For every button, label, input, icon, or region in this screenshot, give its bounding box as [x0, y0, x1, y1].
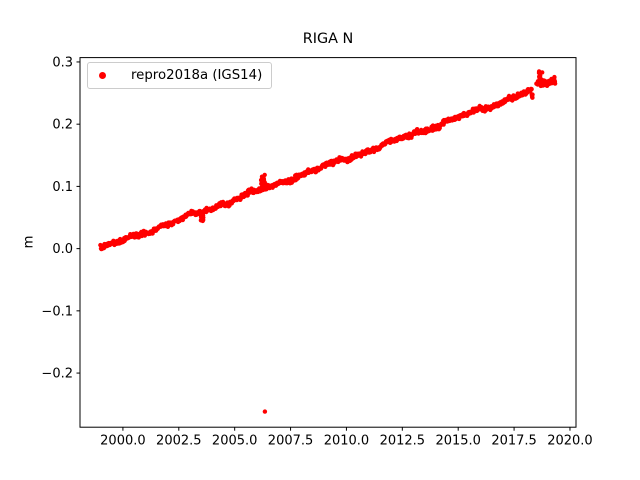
outlier-point [534, 81, 539, 86]
chart-title: RIGA N [302, 31, 354, 47]
y-tick-label: 0.1 [52, 180, 73, 195]
anomaly-point [536, 69, 542, 74]
legend-dot-marker-icon [99, 72, 106, 79]
legend: repro2018a (IGS14) [87, 62, 273, 89]
legend-label: repro2018a (IGS14) [131, 68, 263, 83]
anomaly-point [259, 174, 265, 179]
anomaly-point [530, 92, 535, 97]
anomaly-point [259, 178, 264, 183]
x-tick-label: 2000.0 [100, 434, 146, 449]
axes-layer: 2000.0 2002.5 2005.0 2007.5 2010.0 2012.5 2015… [41, 55, 592, 448]
x-tick-label: 2015.0 [435, 434, 481, 449]
anomaly-point [263, 182, 268, 187]
anomaly-point [199, 212, 204, 218]
data-point [165, 224, 171, 229]
x-tick-label: 2010.0 [324, 434, 370, 449]
x-tick-label: 2002.5 [156, 434, 202, 449]
y-tick-label: 0.3 [52, 55, 73, 70]
x-tick-label: 2020.0 [547, 434, 593, 449]
scatter-points-layer [98, 69, 558, 414]
x-tick-label: 2005.0 [212, 434, 258, 449]
x-tick-label: 2007.5 [268, 434, 314, 449]
data-point [552, 81, 558, 86]
anomaly-point [198, 218, 204, 223]
y-tick-label: −0.2 [41, 367, 73, 382]
frame-layer [79, 57, 577, 428]
x-tick-label: 2017.5 [491, 434, 537, 449]
y-tick-label: −0.1 [41, 304, 73, 319]
data-point [529, 86, 534, 92]
outlier-point [262, 409, 268, 414]
data-point [552, 74, 557, 80]
y-tick-label: 0.2 [52, 118, 73, 133]
anomaly-point [539, 77, 544, 82]
y-tick-label: 0.0 [52, 242, 73, 257]
x-tick-label: 2012.5 [380, 434, 426, 449]
axes-frame [79, 57, 577, 428]
